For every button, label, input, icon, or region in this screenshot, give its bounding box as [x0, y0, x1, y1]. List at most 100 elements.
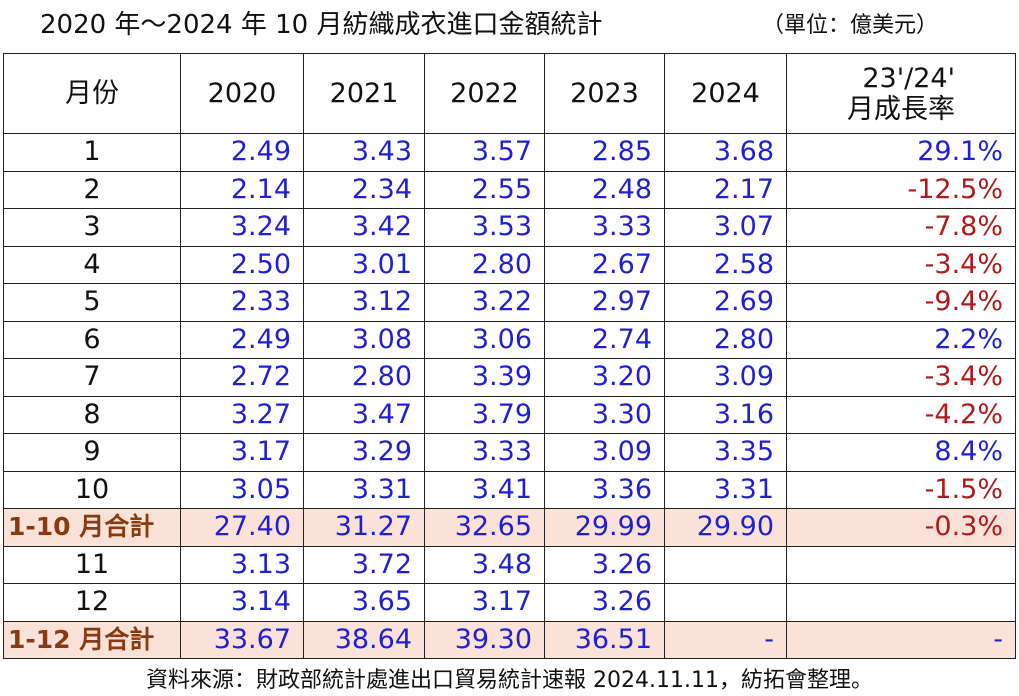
- row-label: 6: [3, 320, 181, 359]
- table-row: 3 3.24 3.42 3.53 3.33 3.07 -7.8%: [3, 208, 1016, 247]
- header-cell: 2023: [544, 53, 665, 134]
- value-cell: 3.30: [544, 395, 665, 434]
- value-cell: 2.34: [303, 170, 425, 209]
- value-cell: 3.20: [544, 358, 665, 397]
- table-row: 1-10 月合計 27.40 31.27 32.65 29.99 29.90 -0.3%: [3, 508, 1016, 547]
- value-cell: 3.26: [544, 545, 665, 584]
- value-cell: 3.42: [303, 208, 425, 247]
- value-cell: 2.49: [180, 133, 304, 172]
- value-cell: 29.99: [544, 508, 665, 547]
- value-cell: 38.64: [303, 620, 425, 659]
- value-cell: -3.4%: [786, 358, 1016, 397]
- row-label: 8: [3, 395, 181, 434]
- value-cell: 3.16: [664, 395, 787, 434]
- row-label: 1-12 月合計: [3, 620, 181, 659]
- value-cell: 3.36: [544, 470, 665, 509]
- unit-note: （單位：億美元）: [762, 13, 939, 38]
- value-cell: 3.68: [664, 133, 787, 172]
- value-cell: 3.09: [544, 433, 665, 472]
- table-row: 5 2.33 3.12 3.22 2.97 2.69 -9.4%: [3, 283, 1016, 322]
- row-label: 9: [3, 433, 181, 472]
- empty-cell: [664, 583, 787, 622]
- row-label: 3: [3, 208, 181, 247]
- value-cell: 3.26: [544, 583, 665, 622]
- value-cell: 3.41: [424, 470, 545, 509]
- table-row: 4 2.50 3.01 2.80 2.67 2.58 -3.4%: [3, 245, 1016, 284]
- value-cell: -7.8%: [786, 208, 1016, 247]
- value-cell: 29.90: [664, 508, 787, 547]
- value-cell: 2.55: [424, 170, 545, 209]
- value-cell: 3.29: [303, 433, 425, 472]
- value-cell: 3.31: [664, 470, 787, 509]
- value-cell: -3.4%: [786, 245, 1016, 284]
- row-label: 10: [3, 470, 181, 509]
- value-cell: 3.72: [303, 545, 425, 584]
- header-cell: 2021: [303, 53, 425, 134]
- empty-cell: [664, 545, 787, 584]
- table-body: 1 2.49 3.43 3.57 2.85 3.68 29.1% 2 2.14 2.34 2.55 2…: [3, 133, 1016, 659]
- value-cell: 2.80: [424, 245, 545, 284]
- value-cell: 3.22: [424, 283, 545, 322]
- value-cell: 32.65: [424, 508, 545, 547]
- table-row: 12 3.14 3.65 3.17 3.26: [3, 583, 1016, 622]
- value-cell: -9.4%: [786, 283, 1016, 322]
- value-cell: 2.49: [180, 320, 304, 359]
- row-label: 12: [3, 583, 181, 622]
- source-note: 資料來源：財政部統計處進出口貿易統計速報 2024.11.11，紡拓會整理。: [146, 668, 873, 693]
- value-cell: 2.74: [544, 320, 665, 359]
- value-cell: 2.85: [544, 133, 665, 172]
- value-cell: 3.43: [303, 133, 425, 172]
- value-cell: 3.14: [180, 583, 304, 622]
- value-cell: -0.3%: [786, 508, 1016, 547]
- table-row: 1-12 月合計 33.67 38.64 39.30 36.51- -: [3, 620, 1016, 659]
- table-row: 11 3.13 3.72 3.48 3.26: [3, 545, 1016, 584]
- value-cell: 2.33: [180, 283, 304, 322]
- value-cell: 3.79: [424, 395, 545, 434]
- header-cell: 2022: [424, 53, 545, 134]
- table-row: 1 2.49 3.43 3.57 2.85 3.68 29.1%: [3, 133, 1016, 172]
- value-cell: 3.33: [544, 208, 665, 247]
- value-cell: 3.09: [664, 358, 787, 397]
- value-cell: 3.17: [180, 433, 304, 472]
- row-label: 7: [3, 358, 181, 397]
- value-cell: -4.2%: [786, 395, 1016, 434]
- value-cell: 2.14: [180, 170, 304, 209]
- value-cell: 3.47: [303, 395, 425, 434]
- table-row: 10 3.05 3.31 3.41 3.36 3.31 -1.5%: [3, 470, 1016, 509]
- value-cell: -: [786, 620, 1016, 659]
- value-cell: -12.5%: [786, 170, 1016, 209]
- value-cell: 3.31: [303, 470, 425, 509]
- value-cell: 2.97: [544, 283, 665, 322]
- value-cell: 3.65: [303, 583, 425, 622]
- value-cell: 31.27: [303, 508, 425, 547]
- empty-cell: [786, 583, 1016, 622]
- value-cell: 3.12: [303, 283, 425, 322]
- value-cell: 3.08: [303, 320, 425, 359]
- table-row: 7 2.72 2.80 3.39 3.20 3.09 -3.4%: [3, 358, 1016, 397]
- value-cell: 2.80: [664, 320, 787, 359]
- title: 2020 年～2024 年 10 月紡織成衣進口金額統計: [40, 10, 603, 40]
- empty-cell: [786, 545, 1016, 584]
- value-cell: 3.39: [424, 358, 545, 397]
- value-cell: 3.01: [303, 245, 425, 284]
- value-cell: 2.67: [544, 245, 665, 284]
- value-cell: 36.51: [544, 620, 665, 659]
- value-cell: -1.5%: [786, 470, 1016, 509]
- value-cell: 3.07: [664, 208, 787, 247]
- value-cell: 2.80: [303, 358, 425, 397]
- table-row: 8 3.27 3.47 3.79 3.30 3.16 -4.2%: [3, 395, 1016, 434]
- value-cell: 3.17: [424, 583, 545, 622]
- value-cell: 3.57: [424, 133, 545, 172]
- table-row: 9 3.17 3.29 3.33 3.09 3.35 8.4%: [3, 433, 1016, 472]
- row-label: 1-10 月合計: [3, 508, 181, 547]
- value-cell: 2.58: [664, 245, 787, 284]
- row-label: 11: [3, 545, 181, 584]
- value-cell: 3.53: [424, 208, 545, 247]
- value-cell: 3.27: [180, 395, 304, 434]
- value-cell: 39.30: [424, 620, 545, 659]
- value-cell: 2.48: [544, 170, 665, 209]
- value-cell: 3.05: [180, 470, 304, 509]
- value-cell: 3.13: [180, 545, 304, 584]
- header-cell: 2024: [664, 53, 787, 134]
